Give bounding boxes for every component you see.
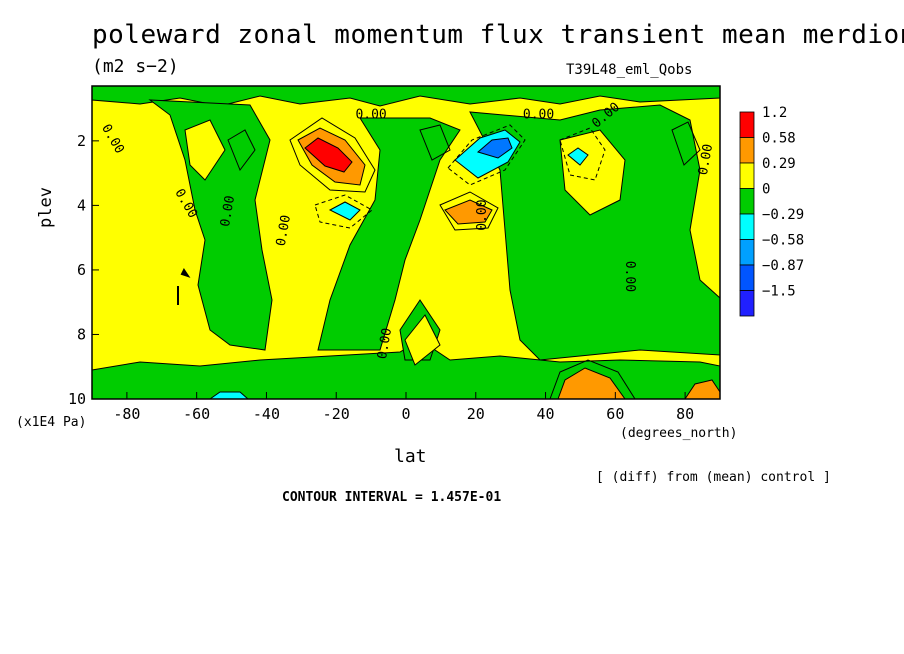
x-axis-label: lat (394, 446, 427, 467)
dashed-contour-1 (559, 127, 606, 181)
y-tick-label: 4 (77, 196, 86, 214)
thin-contour-3 (549, 359, 636, 400)
x-tick-label: 20 (467, 405, 485, 423)
plot-area (91, 85, 721, 400)
cyan-patch-south (328, 201, 361, 221)
legend-swatch (739, 239, 755, 266)
red-maximum (304, 137, 353, 173)
x-tick-label: 0 (401, 405, 410, 423)
contour-interval: CONTOUR INTERVAL = 1.457E-01 (282, 490, 502, 505)
green-column-tropics (317, 117, 461, 351)
orange-maximum-north (444, 199, 493, 225)
legend-level-label: 0.58 (762, 131, 796, 147)
legend-swatch (739, 162, 755, 189)
legend-level-label: 0.29 (762, 156, 796, 172)
x-tick-label: 60 (606, 405, 624, 423)
blue-minimum (476, 137, 513, 159)
contour-label: 0.00 (375, 327, 395, 360)
legend-level-label: −0.29 (762, 207, 804, 223)
legend-level-label: −0.87 (762, 258, 804, 274)
contour-label: 0.00 (523, 107, 554, 122)
y-ticks: 2 4 6 8 10 (68, 132, 99, 408)
x-ticks: -80 -60 -40 -20 0 20 40 60 80 (113, 392, 694, 423)
green-top-band (91, 85, 721, 107)
thin-contour-2 (439, 191, 499, 231)
x-tick-label: -60 (183, 405, 210, 423)
contour-label: 0.00 (355, 107, 386, 122)
contour-label: 0.00 (622, 261, 637, 292)
color-legend: 1.2 0.58 0.29 0 −0.29 −0.58 −0.87 −1.5 (739, 105, 804, 317)
legend-swatch (739, 213, 755, 240)
thin-markers (177, 268, 191, 305)
x-tick-label: 40 (537, 405, 555, 423)
x-tick-label: 80 (676, 405, 694, 423)
thin-contour-6 (671, 121, 701, 166)
chart-units: (m2 s−2) (92, 56, 179, 77)
x-tick-label: -40 (253, 405, 280, 423)
green-column-south (148, 99, 273, 351)
legend-level-label: 1.2 (762, 105, 787, 121)
legend-swatch (739, 111, 755, 138)
legend-swatch (739, 137, 755, 164)
dashed-contours (314, 124, 606, 229)
y-axis-units: (x1E4 Pa) (16, 415, 87, 430)
thin-contour-1 (289, 117, 376, 193)
contour-label: 0.00 (696, 143, 716, 176)
y-tick-label: 10 (68, 390, 86, 408)
legend-swatch (739, 264, 755, 291)
thin-contours (227, 117, 701, 400)
y-tick-label: 6 (77, 261, 86, 279)
run-label: T39L48_eml_Qobs (566, 62, 693, 78)
legend-level-label: 0 (762, 182, 770, 198)
x-axis-units: (degrees_north) (620, 426, 738, 441)
contour-label: 0.00 (218, 195, 238, 228)
y-axis-label: plev (36, 187, 56, 228)
x-tick-label: -80 (113, 405, 140, 423)
contour-label: 0.00 (274, 214, 294, 247)
cyan-patch-north (567, 147, 589, 166)
legend-swatch (739, 290, 755, 317)
yellow-island-south (184, 119, 226, 181)
contour-label: 0.00 (475, 199, 490, 230)
y-tick-label: 8 (77, 325, 86, 343)
marker-arrow (180, 268, 191, 278)
chart-title: poleward zonal momentum flux transient m… (92, 20, 904, 50)
legend-level-label: −0.58 (762, 233, 804, 249)
dashed-contour-3 (447, 124, 526, 186)
yellow-island-eq (404, 314, 441, 366)
legend-swatch (739, 188, 755, 215)
thin-contour-5 (419, 124, 451, 161)
y-tick-label: 2 (77, 132, 86, 150)
x-tick-label: -20 (323, 405, 350, 423)
thin-contour-4 (227, 129, 256, 172)
diff-footnote: [ (diff) from (mean) control ] (596, 470, 831, 485)
legend-level-label: −1.5 (762, 284, 796, 300)
contour-value-labels: 0.000.00 0.000.000.000.000.00 0.000.000.00… (98, 100, 716, 360)
